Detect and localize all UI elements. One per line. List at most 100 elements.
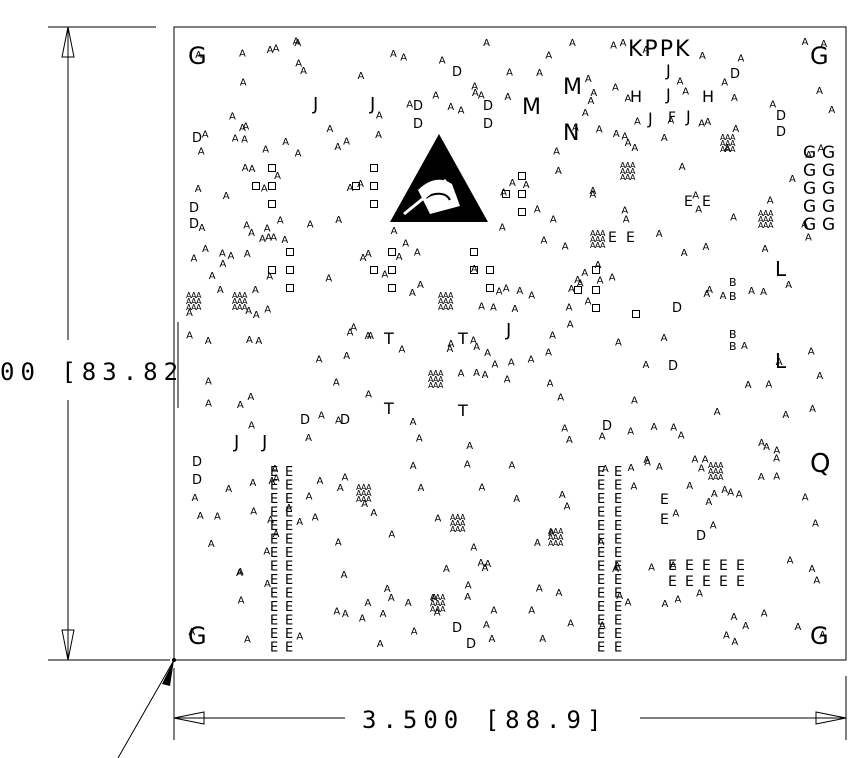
a-marker: A: [496, 286, 503, 297]
e-row-letter: E: [668, 558, 677, 574]
cluster-marker: A: [186, 291, 192, 300]
m-label-2: M: [522, 95, 541, 120]
a-marker: A: [228, 251, 235, 262]
cluster-marker: A: [725, 145, 731, 154]
a-marker: A: [621, 206, 628, 217]
a-marker: A: [312, 512, 319, 523]
a-marker: A: [504, 92, 511, 103]
cluster-marker: A: [430, 605, 436, 614]
a-marker: A: [651, 422, 658, 433]
e-column-letter: E: [285, 614, 293, 629]
a-marker: A: [318, 411, 325, 422]
j-label-top: J: [665, 85, 671, 104]
e-row-letter: E: [608, 230, 617, 246]
a-marker: A: [464, 459, 471, 470]
a-marker: A: [787, 556, 794, 567]
e-column-letter: E: [285, 519, 293, 534]
d-label: D: [192, 455, 202, 470]
a-marker: A: [186, 330, 193, 341]
cluster-marker: A: [448, 291, 454, 300]
cluster-marker: A: [620, 167, 626, 176]
component-pad-icon: [592, 304, 600, 312]
a-marker: A: [736, 490, 743, 501]
e-column-letter: E: [597, 641, 605, 656]
a-marker: A: [458, 368, 465, 379]
e-column-letter: E: [285, 533, 293, 548]
a-marker: A: [589, 186, 596, 197]
d-label: D: [340, 413, 350, 428]
a-marker: A: [405, 598, 412, 609]
a-marker: A: [785, 280, 792, 291]
component-pad-icon: [286, 284, 294, 292]
a-marker: A: [434, 607, 441, 618]
a-marker: A: [191, 253, 198, 264]
cluster-marker: A: [361, 483, 367, 492]
d-label: D: [189, 201, 199, 216]
component-pad-icon: [518, 208, 526, 216]
a-marker: A: [698, 463, 705, 474]
a-marker: A: [249, 164, 256, 175]
a-marker: A: [706, 285, 713, 296]
g-stack-right: G GG GG GG GG G: [803, 143, 835, 235]
cluster-marker: A: [428, 381, 434, 390]
e-row-letter: E: [702, 574, 711, 590]
a-marker: A: [237, 567, 244, 578]
a-marker: A: [294, 38, 301, 49]
e-column-letter: E: [285, 465, 293, 480]
e-column-letter: E: [597, 546, 605, 561]
component-pad-icon: [632, 310, 640, 318]
a-marker: A: [506, 67, 513, 78]
a-marker: A: [273, 44, 280, 55]
cluster-marker: A: [720, 133, 726, 142]
cluster-marker: A: [196, 303, 202, 312]
component-pad-icon: [352, 182, 360, 190]
cluster-marker: A: [763, 209, 769, 218]
component-pad-icon: [502, 190, 510, 198]
e-column-letter: E: [597, 627, 605, 642]
a-marker: A: [758, 438, 765, 449]
cluster-marker: A: [630, 173, 636, 182]
a-marker: A: [732, 124, 739, 135]
a-marker: A: [300, 66, 307, 77]
a-marker: A: [509, 178, 516, 189]
g-stack-letter: G: [803, 197, 816, 217]
component-pad-icon: [486, 284, 494, 292]
e-column-letter: E: [597, 465, 605, 480]
a-marker: A: [667, 116, 674, 127]
a-marker: A: [274, 171, 281, 182]
h-label-1: H: [630, 87, 642, 106]
a-marker: A: [225, 484, 232, 495]
a-marker: A: [816, 371, 823, 382]
a-marker: A: [809, 404, 816, 415]
cluster-marker: A: [730, 139, 736, 148]
d-label: D: [189, 217, 199, 232]
cluster-marker: A: [448, 303, 454, 312]
a-marker: A: [795, 622, 802, 633]
cluster-marker: A: [438, 381, 444, 390]
a-marker: A: [223, 191, 230, 202]
a-marker: A: [195, 50, 202, 61]
cluster-marker: A: [443, 291, 449, 300]
a-marker: A: [589, 190, 596, 201]
a-marker: A: [229, 111, 236, 122]
e-row-letter: E: [685, 558, 694, 574]
a-marker: A: [536, 583, 543, 594]
t-label-2: T: [457, 329, 468, 348]
a-marker: A: [809, 564, 816, 575]
a-marker: A: [720, 291, 727, 302]
a-marker: A: [241, 135, 248, 146]
a-marker: A: [820, 39, 827, 50]
e-column-letter: E: [285, 600, 293, 615]
a-marker: A: [612, 82, 619, 93]
a-marker: A: [273, 473, 280, 484]
a-marker: A: [686, 481, 693, 492]
a-marker: A: [238, 595, 245, 606]
a-marker: A: [523, 180, 530, 191]
j-label-d: J: [233, 432, 239, 453]
a-marker: A: [503, 284, 510, 295]
a-marker: A: [615, 337, 622, 348]
a-marker: A: [730, 213, 737, 224]
a-marker: A: [282, 137, 289, 148]
a-marker: A: [317, 476, 324, 487]
